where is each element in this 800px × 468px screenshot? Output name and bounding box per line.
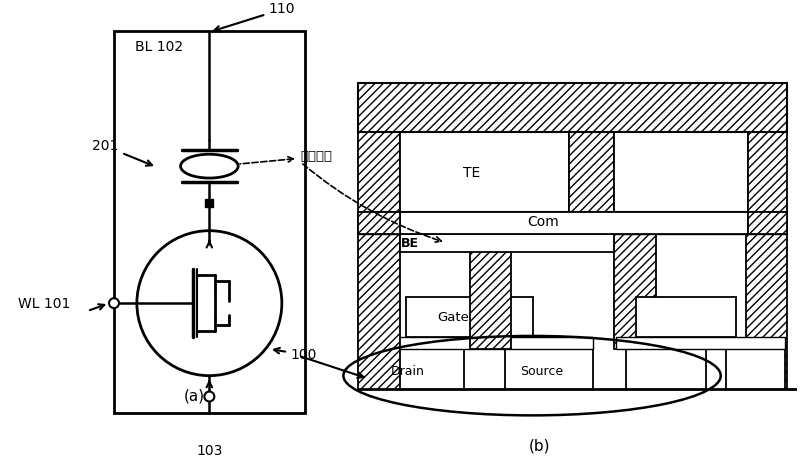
Text: 存储电阻: 存储电阻 <box>240 150 333 164</box>
Text: Com: Com <box>527 215 559 229</box>
Bar <box>747 132 787 212</box>
Bar <box>747 212 787 234</box>
Bar <box>358 83 787 132</box>
Bar <box>376 349 463 388</box>
Bar <box>400 212 747 234</box>
Bar <box>358 212 400 388</box>
Text: WL 101: WL 101 <box>18 297 70 311</box>
Text: 110: 110 <box>214 2 295 31</box>
Bar <box>114 31 305 413</box>
Text: BL 102: BL 102 <box>135 40 183 54</box>
Text: TE: TE <box>462 166 480 180</box>
Text: (b): (b) <box>529 438 550 453</box>
Text: Source: Source <box>520 365 563 378</box>
Bar <box>636 297 736 337</box>
Circle shape <box>204 392 214 402</box>
Bar <box>400 132 569 212</box>
Bar <box>358 212 400 234</box>
Text: Drain: Drain <box>391 365 425 378</box>
Circle shape <box>137 231 282 376</box>
Text: Gate: Gate <box>438 311 470 324</box>
Text: 201: 201 <box>92 139 152 166</box>
Bar <box>569 132 614 212</box>
Bar <box>614 132 747 212</box>
Bar <box>726 349 786 388</box>
Bar <box>406 297 533 337</box>
Bar <box>746 212 787 388</box>
Bar <box>617 337 786 349</box>
Bar <box>358 132 400 212</box>
Text: BE: BE <box>401 236 419 249</box>
Bar <box>376 337 593 349</box>
Ellipse shape <box>181 154 238 178</box>
Circle shape <box>109 298 119 308</box>
Bar <box>506 349 593 388</box>
Text: 103: 103 <box>197 444 223 458</box>
Bar <box>614 212 656 349</box>
Text: 100: 100 <box>274 348 317 362</box>
Text: (a): (a) <box>183 388 205 403</box>
Bar <box>626 349 706 388</box>
Bar <box>400 234 614 251</box>
Bar <box>470 241 511 349</box>
Bar <box>206 199 214 207</box>
